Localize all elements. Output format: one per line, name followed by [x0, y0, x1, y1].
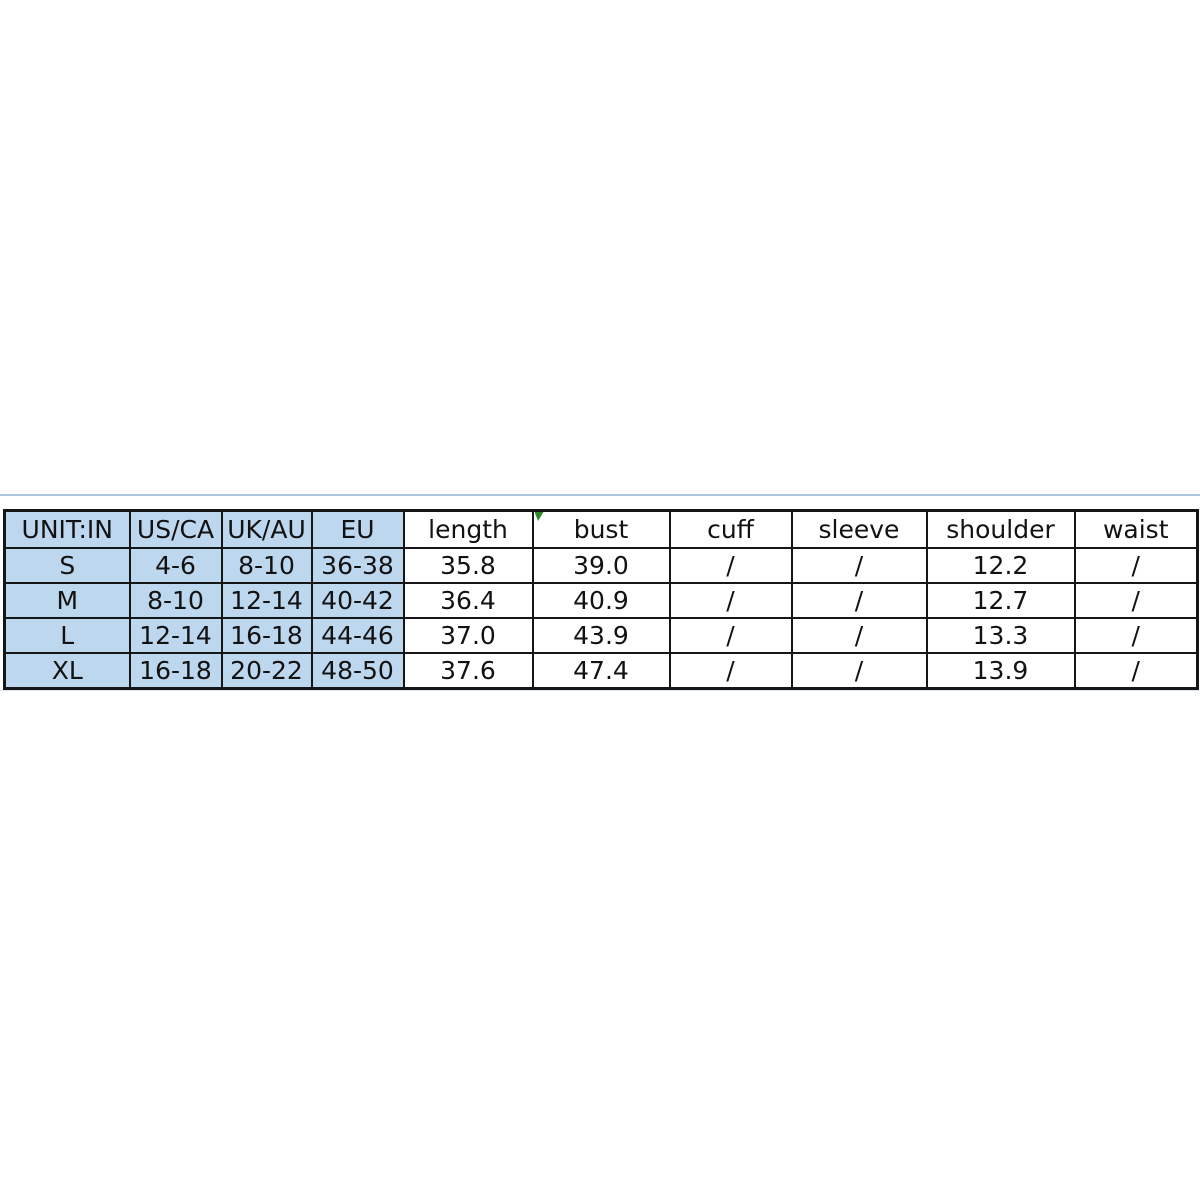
- measurement-cell: 36.4: [402, 582, 534, 619]
- measurement-cell: 12-14: [128, 617, 223, 654]
- size-label-cell: XL: [3, 652, 131, 690]
- measurement-cell: /: [790, 617, 928, 654]
- measurement-cell: 4-6: [128, 547, 223, 584]
- measurement-cell: /: [1073, 547, 1199, 584]
- measurement-cell: /: [668, 617, 793, 654]
- measurement-cell: /: [1073, 582, 1199, 619]
- column-header-length: length: [402, 509, 534, 549]
- column-header-us-ca: US/CA: [128, 509, 223, 549]
- measurement-cell: 36-38: [310, 547, 405, 584]
- measurement-cell: 37.6: [402, 652, 534, 690]
- column-header-sleeve: sleeve: [790, 509, 928, 549]
- measurement-cell: 40-42: [310, 582, 405, 619]
- measurement-cell: /: [1073, 652, 1199, 690]
- table-row: XL 16-18 20-22 48-50 37.6 47.4//13.9/: [3, 652, 1199, 690]
- measurement-cell: 44-46: [310, 617, 405, 654]
- measurement-cell: 20-22: [220, 652, 313, 690]
- cell-error-indicator-icon: [534, 512, 544, 521]
- measurement-cell: 40.9: [531, 582, 671, 619]
- header-row: UNIT:IN US/CA UK/AU EU length bust cuff …: [3, 509, 1199, 549]
- measurement-cell: 13.3: [925, 617, 1076, 654]
- measurement-cell: /: [668, 652, 793, 690]
- measurement-cell: 12.7: [925, 582, 1076, 619]
- column-header-bust-label: bust: [573, 515, 629, 544]
- table-row: L 12-14 16-18 44-46 37.0 43.9//13.3/: [3, 617, 1199, 654]
- measurement-cell: /: [790, 547, 928, 584]
- column-header-waist: waist: [1073, 509, 1199, 549]
- measurement-cell: /: [790, 652, 928, 690]
- measurement-cell: /: [790, 582, 928, 619]
- measurement-cell: 35.8: [402, 547, 534, 584]
- table-row: S 4-6 8-10 36-38 35.8 39.0//12.2/: [3, 547, 1199, 584]
- measurement-cell: 47.4: [531, 652, 671, 690]
- table-row: M 8-10 12-14 40-42 36.4 40.9//12.7/: [3, 582, 1199, 619]
- size-table: UNIT:IN US/CA UK/AU EU length bust cuff …: [3, 509, 1199, 690]
- measurement-cell: 16-18: [220, 617, 313, 654]
- measurement-cell: /: [668, 582, 793, 619]
- horizontal-rule-top: [0, 494, 1200, 496]
- column-header-bust: bust: [531, 509, 671, 549]
- size-table-body: S 4-6 8-10 36-38 35.8 39.0//12.2/M 8-10 12-14 40…: [3, 547, 1199, 690]
- size-chart: UNIT:IN US/CA UK/AU EU length bust cuff …: [3, 509, 1199, 690]
- measurement-cell: 12-14: [220, 582, 313, 619]
- size-label-cell: M: [3, 582, 131, 619]
- measurement-cell: 8-10: [220, 547, 313, 584]
- measurement-cell: /: [668, 547, 793, 584]
- measurement-cell: 16-18: [128, 652, 223, 690]
- measurement-cell: 37.0: [402, 617, 534, 654]
- size-label-cell: S: [3, 547, 131, 584]
- measurement-cell: 13.9: [925, 652, 1076, 690]
- measurement-cell: 39.0: [531, 547, 671, 584]
- horizontal-rule-bottom: [0, 690, 1200, 691]
- column-header-shoulder: shoulder: [925, 509, 1076, 549]
- size-label-cell: L: [3, 617, 131, 654]
- measurement-cell: /: [1073, 617, 1199, 654]
- measurement-cell: 48-50: [310, 652, 405, 690]
- measurement-cell: 43.9: [531, 617, 671, 654]
- size-table-header: UNIT:IN US/CA UK/AU EU length bust cuff …: [3, 509, 1199, 549]
- column-header-cuff: cuff: [668, 509, 793, 549]
- column-header-uk-au: UK/AU: [220, 509, 313, 549]
- column-header-eu: EU: [310, 509, 405, 549]
- measurement-cell: 12.2: [925, 547, 1076, 584]
- measurement-cell: 8-10: [128, 582, 223, 619]
- column-header-unit: UNIT:IN: [3, 509, 131, 549]
